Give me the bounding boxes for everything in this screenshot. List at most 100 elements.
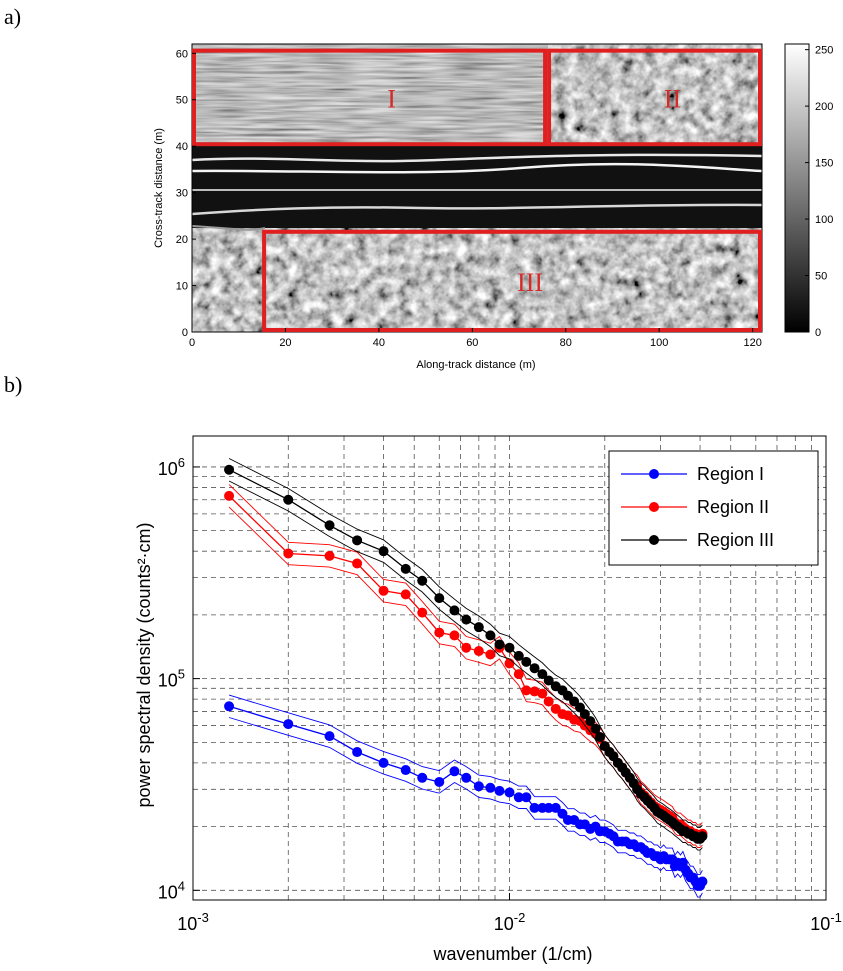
- tick-base: 10: [158, 882, 178, 902]
- data-point: [400, 563, 411, 574]
- sonar-y-tick-label: 30: [176, 188, 188, 200]
- sonar-x-tick-label: 60: [466, 337, 478, 349]
- data-point: [521, 685, 532, 696]
- data-point: [449, 605, 460, 616]
- data-point: [224, 464, 235, 475]
- tick-base: 10: [158, 671, 178, 691]
- region-box: [547, 48, 762, 147]
- sonar-y-tick-label: 20: [176, 234, 188, 246]
- tick-base: 10: [158, 459, 178, 479]
- colorbar-tick-label: 0: [815, 327, 821, 339]
- region-label: I: [387, 84, 396, 113]
- data-point: [594, 731, 605, 742]
- region-label: III: [517, 268, 543, 297]
- data-point: [494, 785, 505, 796]
- tick-label: 104: [158, 878, 185, 902]
- data-point: [521, 792, 532, 803]
- data-point: [473, 622, 484, 633]
- series-upper-bound: [228, 458, 703, 829]
- tick-exponent: 5: [178, 667, 185, 682]
- region-box: [192, 48, 548, 147]
- data-point: [537, 688, 548, 699]
- sonar-y-tick-label: 0: [182, 327, 188, 339]
- legend-entry-label: Region I: [697, 464, 764, 484]
- tick-exponent: -1: [830, 910, 842, 925]
- tick-label: 10-1: [810, 910, 842, 934]
- data-point: [504, 642, 515, 653]
- data-point: [324, 731, 335, 742]
- sonar-ticks: 0 20 40 60 80 100 120 0 10 20 30 40 50 60: [176, 48, 762, 349]
- legend-entry-label: Region III: [697, 530, 774, 550]
- data-point: [461, 772, 472, 783]
- series-line: [228, 705, 703, 887]
- sonar-x-tick-label: 40: [373, 337, 385, 349]
- data-point: [697, 831, 708, 842]
- series-lower-bound: [228, 480, 703, 851]
- sonar-y-tick-label: 50: [176, 95, 188, 107]
- psd-series: [224, 458, 708, 898]
- data-point: [417, 607, 428, 618]
- legend-marker: [649, 469, 659, 479]
- data-point: [537, 669, 548, 680]
- legend: Region I Region II Region III: [608, 450, 819, 566]
- data-point: [529, 802, 540, 813]
- tick-label: 10-3: [177, 910, 209, 934]
- data-point: [449, 766, 460, 777]
- tick-exponent: 4: [178, 878, 185, 893]
- data-point: [550, 703, 561, 714]
- colorbar-tick-label: 100: [815, 214, 833, 226]
- data-point: [352, 558, 363, 569]
- data-point: [579, 709, 590, 720]
- tick-base: 10: [494, 914, 514, 934]
- colorbar-tick-label: 250: [815, 45, 833, 57]
- data-point: [324, 550, 335, 561]
- data-point: [697, 876, 708, 887]
- sonar-x-axis-label: Along-track distance (m): [416, 359, 535, 371]
- data-point: [417, 772, 428, 783]
- data-point: [283, 719, 294, 730]
- colorbar-tick-label: 50: [815, 271, 827, 283]
- data-point: [543, 802, 554, 813]
- data-point: [434, 776, 445, 787]
- panel-label-a: a): [4, 4, 22, 29]
- data-point: [585, 716, 596, 727]
- colorbar: [784, 43, 810, 333]
- tick-label: 10-2: [494, 910, 526, 934]
- data-point: [434, 593, 445, 604]
- legend-entry-label: Region II: [697, 497, 769, 517]
- data-point: [324, 520, 335, 531]
- legend-box: [608, 450, 819, 566]
- data-point: [434, 627, 445, 638]
- legend-marker: [649, 535, 659, 545]
- sonar-x-tick-label: 0: [189, 337, 195, 349]
- sonar-x-tick-label: 100: [650, 337, 668, 349]
- data-point: [529, 663, 540, 674]
- colorbar-ticks: 0 50 100 150 200 250: [805, 45, 833, 339]
- data-point: [513, 650, 524, 661]
- psd-y-axis-label: power spectral density (counts²·cm): [134, 522, 154, 807]
- legend-marker: [649, 502, 659, 512]
- sonar-y-tick-label: 10: [176, 281, 188, 293]
- series-lower-bound: [228, 717, 703, 898]
- sonar-y-tick-label: 40: [176, 141, 188, 153]
- data-point: [590, 723, 601, 734]
- tick-label: 105: [158, 667, 185, 691]
- sonar-x-tick-label: 20: [279, 337, 291, 349]
- data-point: [461, 642, 472, 653]
- region-box: [262, 229, 762, 333]
- colorbar-tick-label: 200: [815, 101, 833, 113]
- data-point: [513, 669, 524, 680]
- data-point: [485, 649, 496, 660]
- tick-exponent: 6: [178, 455, 185, 470]
- data-point: [378, 757, 389, 768]
- data-point: [504, 787, 515, 798]
- tick-label: 106: [158, 455, 185, 479]
- data-point: [494, 639, 505, 650]
- data-point: [449, 630, 460, 641]
- sonar-y-axis-label: Cross-track distance (m): [153, 128, 165, 248]
- data-point: [485, 782, 496, 793]
- data-point: [283, 548, 294, 559]
- sonar-image: [192, 44, 762, 332]
